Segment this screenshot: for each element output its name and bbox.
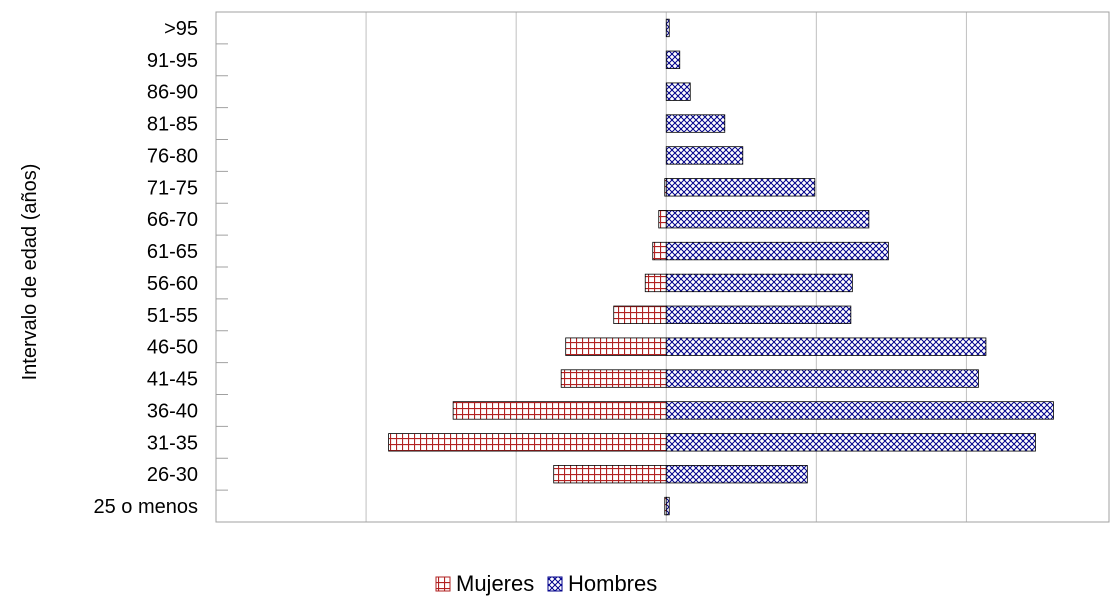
category-ticks	[216, 11, 228, 523]
bar-hombres	[665, 273, 853, 293]
category-label: 76-80	[147, 145, 198, 167]
category-label: 71-75	[147, 177, 198, 199]
category-label: 36-40	[147, 400, 198, 422]
category-label: 51-55	[147, 305, 198, 327]
bar-hombres	[665, 18, 670, 38]
category-label: 25 o menos	[93, 496, 198, 518]
bar-mujeres	[560, 369, 667, 388]
category-label: >95	[164, 18, 198, 40]
bar-hombres	[665, 465, 808, 484]
bars	[388, 18, 1054, 516]
category-label: 46-50	[147, 337, 198, 359]
bar-hombres	[665, 82, 691, 101]
bar-hombres	[665, 369, 979, 388]
category-label: 56-60	[147, 273, 198, 295]
bar-hombres	[665, 401, 1054, 420]
bar-mujeres	[658, 210, 667, 229]
category-label: 41-45	[147, 369, 198, 391]
bar-hombres	[665, 146, 744, 165]
category-label: 61-65	[147, 241, 198, 263]
bar-hombres	[665, 496, 670, 516]
bar-hombres	[665, 305, 852, 324]
bar-hombres	[665, 178, 816, 197]
legend-label-mujeres: Mujeres	[456, 571, 534, 596]
bar-hombres	[665, 114, 726, 133]
y-axis-title: Intervalo de edad (años)	[19, 164, 41, 381]
bar-hombres	[665, 433, 1036, 452]
legend-swatch-hombres	[547, 576, 563, 592]
bar-hombres	[665, 210, 870, 229]
category-label: 81-85	[147, 114, 198, 136]
category-labels: 25 o menos 26-30 31-35 36-40 41-45 46-50 51-55…	[93, 18, 198, 518]
legend-swatch-mujeres	[435, 576, 451, 592]
category-label: 26-30	[147, 464, 198, 486]
bar-mujeres	[388, 433, 667, 452]
bar-mujeres	[553, 465, 667, 484]
bar-mujeres	[613, 305, 667, 324]
category-label: 91-95	[147, 50, 198, 72]
bar-mujeres	[565, 337, 667, 356]
category-label: 31-35	[147, 432, 198, 454]
bar-hombres	[665, 337, 987, 356]
bar-hombres	[665, 241, 889, 261]
category-label: 86-90	[147, 82, 198, 104]
bar-hombres	[665, 50, 681, 69]
legend-label-hombres: Hombres	[568, 571, 657, 596]
legend: Mujeres Hombres	[435, 571, 657, 596]
bar-mujeres	[652, 241, 667, 261]
bar-mujeres	[644, 273, 667, 293]
category-label: 66-70	[147, 209, 198, 231]
bar-mujeres	[452, 401, 667, 420]
